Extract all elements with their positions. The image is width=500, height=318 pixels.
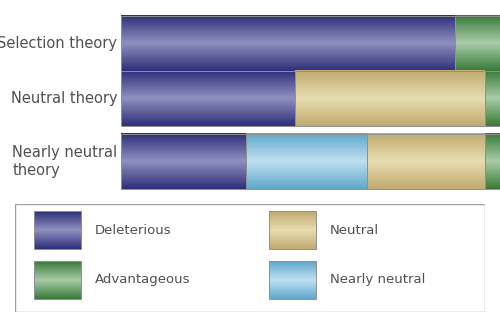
Bar	[121, 16, 454, 71]
Bar	[269, 261, 316, 299]
Bar	[121, 71, 296, 126]
Bar	[368, 134, 485, 189]
Text: Nearly neutral: Nearly neutral	[330, 273, 426, 286]
Text: Selection theory: Selection theory	[0, 36, 118, 51]
Bar	[485, 71, 500, 126]
Text: Neutral: Neutral	[330, 224, 379, 237]
Text: Neutral theory: Neutral theory	[11, 91, 118, 106]
Bar	[121, 134, 246, 189]
Bar	[34, 211, 81, 249]
Bar	[246, 134, 368, 189]
Bar	[269, 211, 316, 249]
Bar	[454, 16, 500, 71]
Bar	[296, 71, 485, 126]
Text: Advantageous: Advantageous	[95, 273, 190, 286]
Text: Deleterious: Deleterious	[95, 224, 172, 237]
Bar	[485, 134, 500, 189]
Text: Nearly neutral
theory: Nearly neutral theory	[12, 145, 118, 178]
Bar	[34, 261, 81, 299]
